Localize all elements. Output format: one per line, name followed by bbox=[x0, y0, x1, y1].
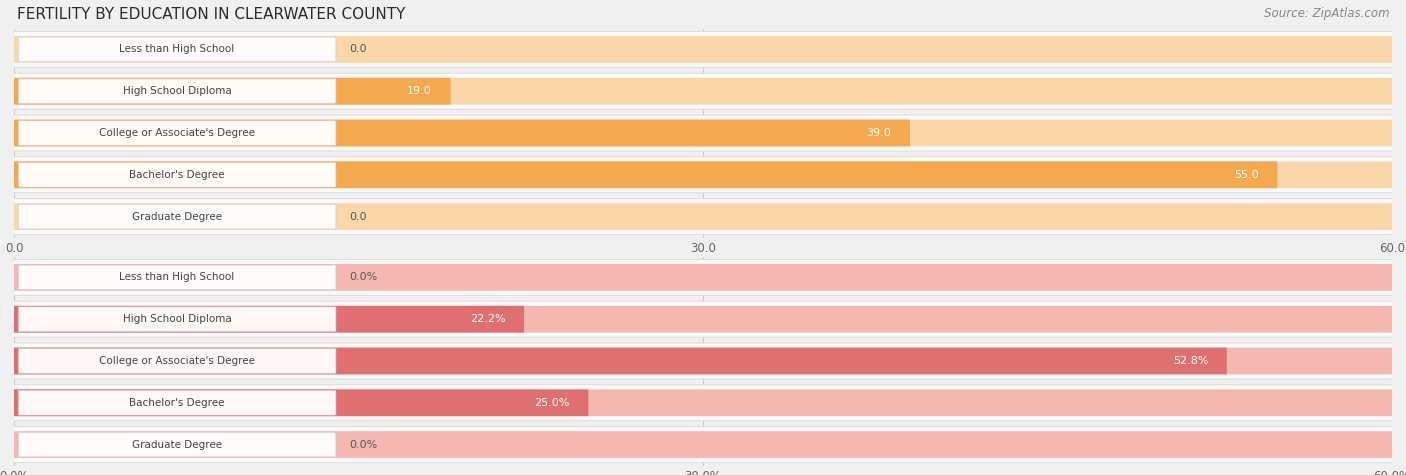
FancyBboxPatch shape bbox=[14, 306, 1392, 332]
FancyBboxPatch shape bbox=[14, 427, 1392, 463]
FancyBboxPatch shape bbox=[14, 264, 1392, 291]
Text: 22.2%: 22.2% bbox=[470, 314, 506, 324]
Text: Less than High School: Less than High School bbox=[120, 272, 235, 283]
Text: High School Diploma: High School Diploma bbox=[122, 86, 232, 96]
Text: High School Diploma: High School Diploma bbox=[122, 314, 232, 324]
FancyBboxPatch shape bbox=[18, 162, 336, 187]
FancyBboxPatch shape bbox=[14, 390, 1392, 416]
FancyBboxPatch shape bbox=[14, 31, 1392, 67]
FancyBboxPatch shape bbox=[14, 348, 1392, 374]
Text: 25.0%: 25.0% bbox=[534, 398, 569, 408]
FancyBboxPatch shape bbox=[14, 390, 588, 416]
FancyBboxPatch shape bbox=[18, 265, 336, 290]
Text: 52.8%: 52.8% bbox=[1173, 356, 1208, 366]
FancyBboxPatch shape bbox=[14, 73, 1392, 109]
FancyBboxPatch shape bbox=[18, 121, 336, 145]
FancyBboxPatch shape bbox=[14, 157, 1392, 193]
FancyBboxPatch shape bbox=[14, 162, 1392, 188]
Text: Graduate Degree: Graduate Degree bbox=[132, 211, 222, 222]
Text: 19.0: 19.0 bbox=[408, 86, 432, 96]
FancyBboxPatch shape bbox=[14, 203, 1392, 230]
Text: 0.0: 0.0 bbox=[349, 44, 367, 55]
FancyBboxPatch shape bbox=[14, 120, 910, 146]
FancyBboxPatch shape bbox=[14, 120, 1392, 146]
Text: 39.0: 39.0 bbox=[866, 128, 891, 138]
Text: Bachelor's Degree: Bachelor's Degree bbox=[129, 398, 225, 408]
FancyBboxPatch shape bbox=[14, 162, 1277, 188]
Text: Graduate Degree: Graduate Degree bbox=[132, 439, 222, 450]
FancyBboxPatch shape bbox=[18, 79, 336, 104]
FancyBboxPatch shape bbox=[14, 199, 1392, 235]
FancyBboxPatch shape bbox=[14, 78, 1392, 104]
Text: 0.0%: 0.0% bbox=[349, 439, 378, 450]
FancyBboxPatch shape bbox=[14, 431, 1392, 458]
FancyBboxPatch shape bbox=[14, 78, 450, 104]
FancyBboxPatch shape bbox=[14, 385, 1392, 421]
FancyBboxPatch shape bbox=[18, 390, 336, 415]
Text: 0.0: 0.0 bbox=[349, 211, 367, 222]
Text: College or Associate's Degree: College or Associate's Degree bbox=[98, 356, 254, 366]
FancyBboxPatch shape bbox=[18, 37, 336, 62]
Text: Source: ZipAtlas.com: Source: ZipAtlas.com bbox=[1264, 7, 1389, 20]
Text: Less than High School: Less than High School bbox=[120, 44, 235, 55]
FancyBboxPatch shape bbox=[14, 301, 1392, 337]
FancyBboxPatch shape bbox=[14, 306, 524, 332]
FancyBboxPatch shape bbox=[14, 259, 1392, 295]
Text: Bachelor's Degree: Bachelor's Degree bbox=[129, 170, 225, 180]
Text: 0.0%: 0.0% bbox=[349, 272, 378, 283]
FancyBboxPatch shape bbox=[18, 307, 336, 332]
Text: College or Associate's Degree: College or Associate's Degree bbox=[98, 128, 254, 138]
FancyBboxPatch shape bbox=[14, 115, 1392, 151]
FancyBboxPatch shape bbox=[18, 349, 336, 373]
Text: 55.0: 55.0 bbox=[1234, 170, 1258, 180]
FancyBboxPatch shape bbox=[14, 36, 1392, 63]
FancyBboxPatch shape bbox=[14, 343, 1392, 379]
FancyBboxPatch shape bbox=[18, 204, 336, 229]
FancyBboxPatch shape bbox=[14, 348, 1227, 374]
Text: FERTILITY BY EDUCATION IN CLEARWATER COUNTY: FERTILITY BY EDUCATION IN CLEARWATER COU… bbox=[17, 7, 405, 22]
FancyBboxPatch shape bbox=[18, 432, 336, 457]
